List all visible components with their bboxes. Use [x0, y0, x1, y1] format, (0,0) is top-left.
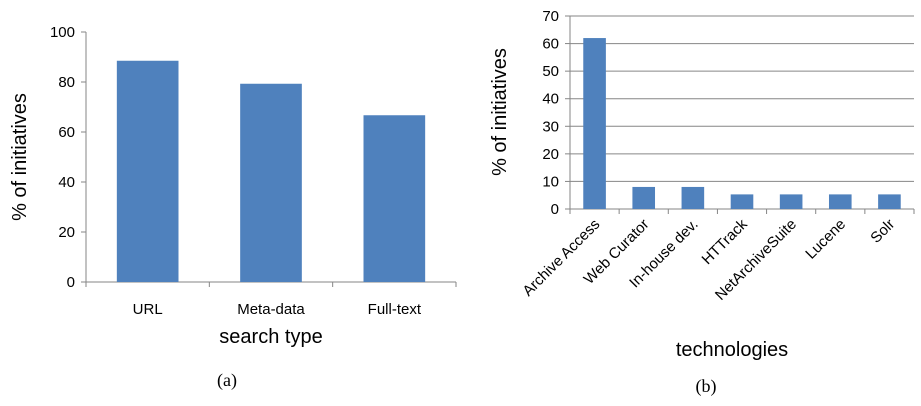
x-tick-label: Lucene — [802, 216, 849, 263]
bar — [878, 194, 901, 209]
y-tick-labels: 0 10 20 30 40 50 60 70 — [542, 8, 559, 218]
y-tick-label: 0 — [67, 274, 75, 291]
bar — [583, 38, 606, 209]
y-tick-label: 100 — [50, 24, 75, 41]
bars — [583, 38, 901, 209]
bar — [681, 186, 705, 209]
gridlines — [570, 15, 914, 182]
bar — [779, 194, 803, 209]
y-axis-title: % of initiatives — [9, 93, 31, 221]
y-tick-label: 40 — [58, 174, 75, 191]
y-tick-marks — [565, 15, 570, 210]
chart-a: 0 20 40 60 80 100 URL Meta-data Full-text searc… — [9, 24, 457, 391]
bar — [828, 194, 852, 209]
y-tick-label: 20 — [542, 146, 559, 163]
x-axis-title: technologies — [676, 339, 788, 361]
bar — [240, 83, 302, 282]
x-tick-label: Full-text — [368, 301, 422, 318]
x-tick-label: Solr — [867, 216, 898, 247]
x-tick-labels: URL Meta-data Full-text — [133, 301, 422, 318]
caption-b: (b) — [696, 376, 717, 397]
x-axis-title: search type — [219, 326, 322, 348]
bar — [363, 115, 426, 282]
x-tick-marks — [569, 209, 915, 214]
y-tick-label: 70 — [542, 8, 559, 25]
y-tick-label: 30 — [542, 118, 559, 135]
x-tick-label: Meta-data — [237, 301, 305, 318]
y-tick-label: 40 — [542, 91, 559, 108]
y-tick-label: 0 — [551, 201, 559, 218]
x-tick-label: URL — [133, 301, 163, 318]
bar — [632, 186, 656, 209]
y-tick-label: 10 — [542, 173, 559, 190]
y-tick-label: 80 — [58, 74, 75, 91]
y-tick-labels: 0 20 40 60 80 100 — [50, 24, 75, 291]
y-tick-label: 20 — [58, 224, 75, 241]
bars — [116, 60, 426, 282]
y-tick-label: 60 — [542, 36, 559, 53]
bar — [730, 194, 754, 209]
y-tick-label: 60 — [58, 124, 75, 141]
x-tick-marks — [85, 282, 457, 287]
bar — [116, 60, 179, 282]
y-axis-title: % of initiatives — [489, 48, 511, 176]
y-tick-marks — [81, 31, 86, 283]
caption-a: (a) — [217, 370, 237, 391]
y-tick-label: 50 — [542, 63, 559, 80]
